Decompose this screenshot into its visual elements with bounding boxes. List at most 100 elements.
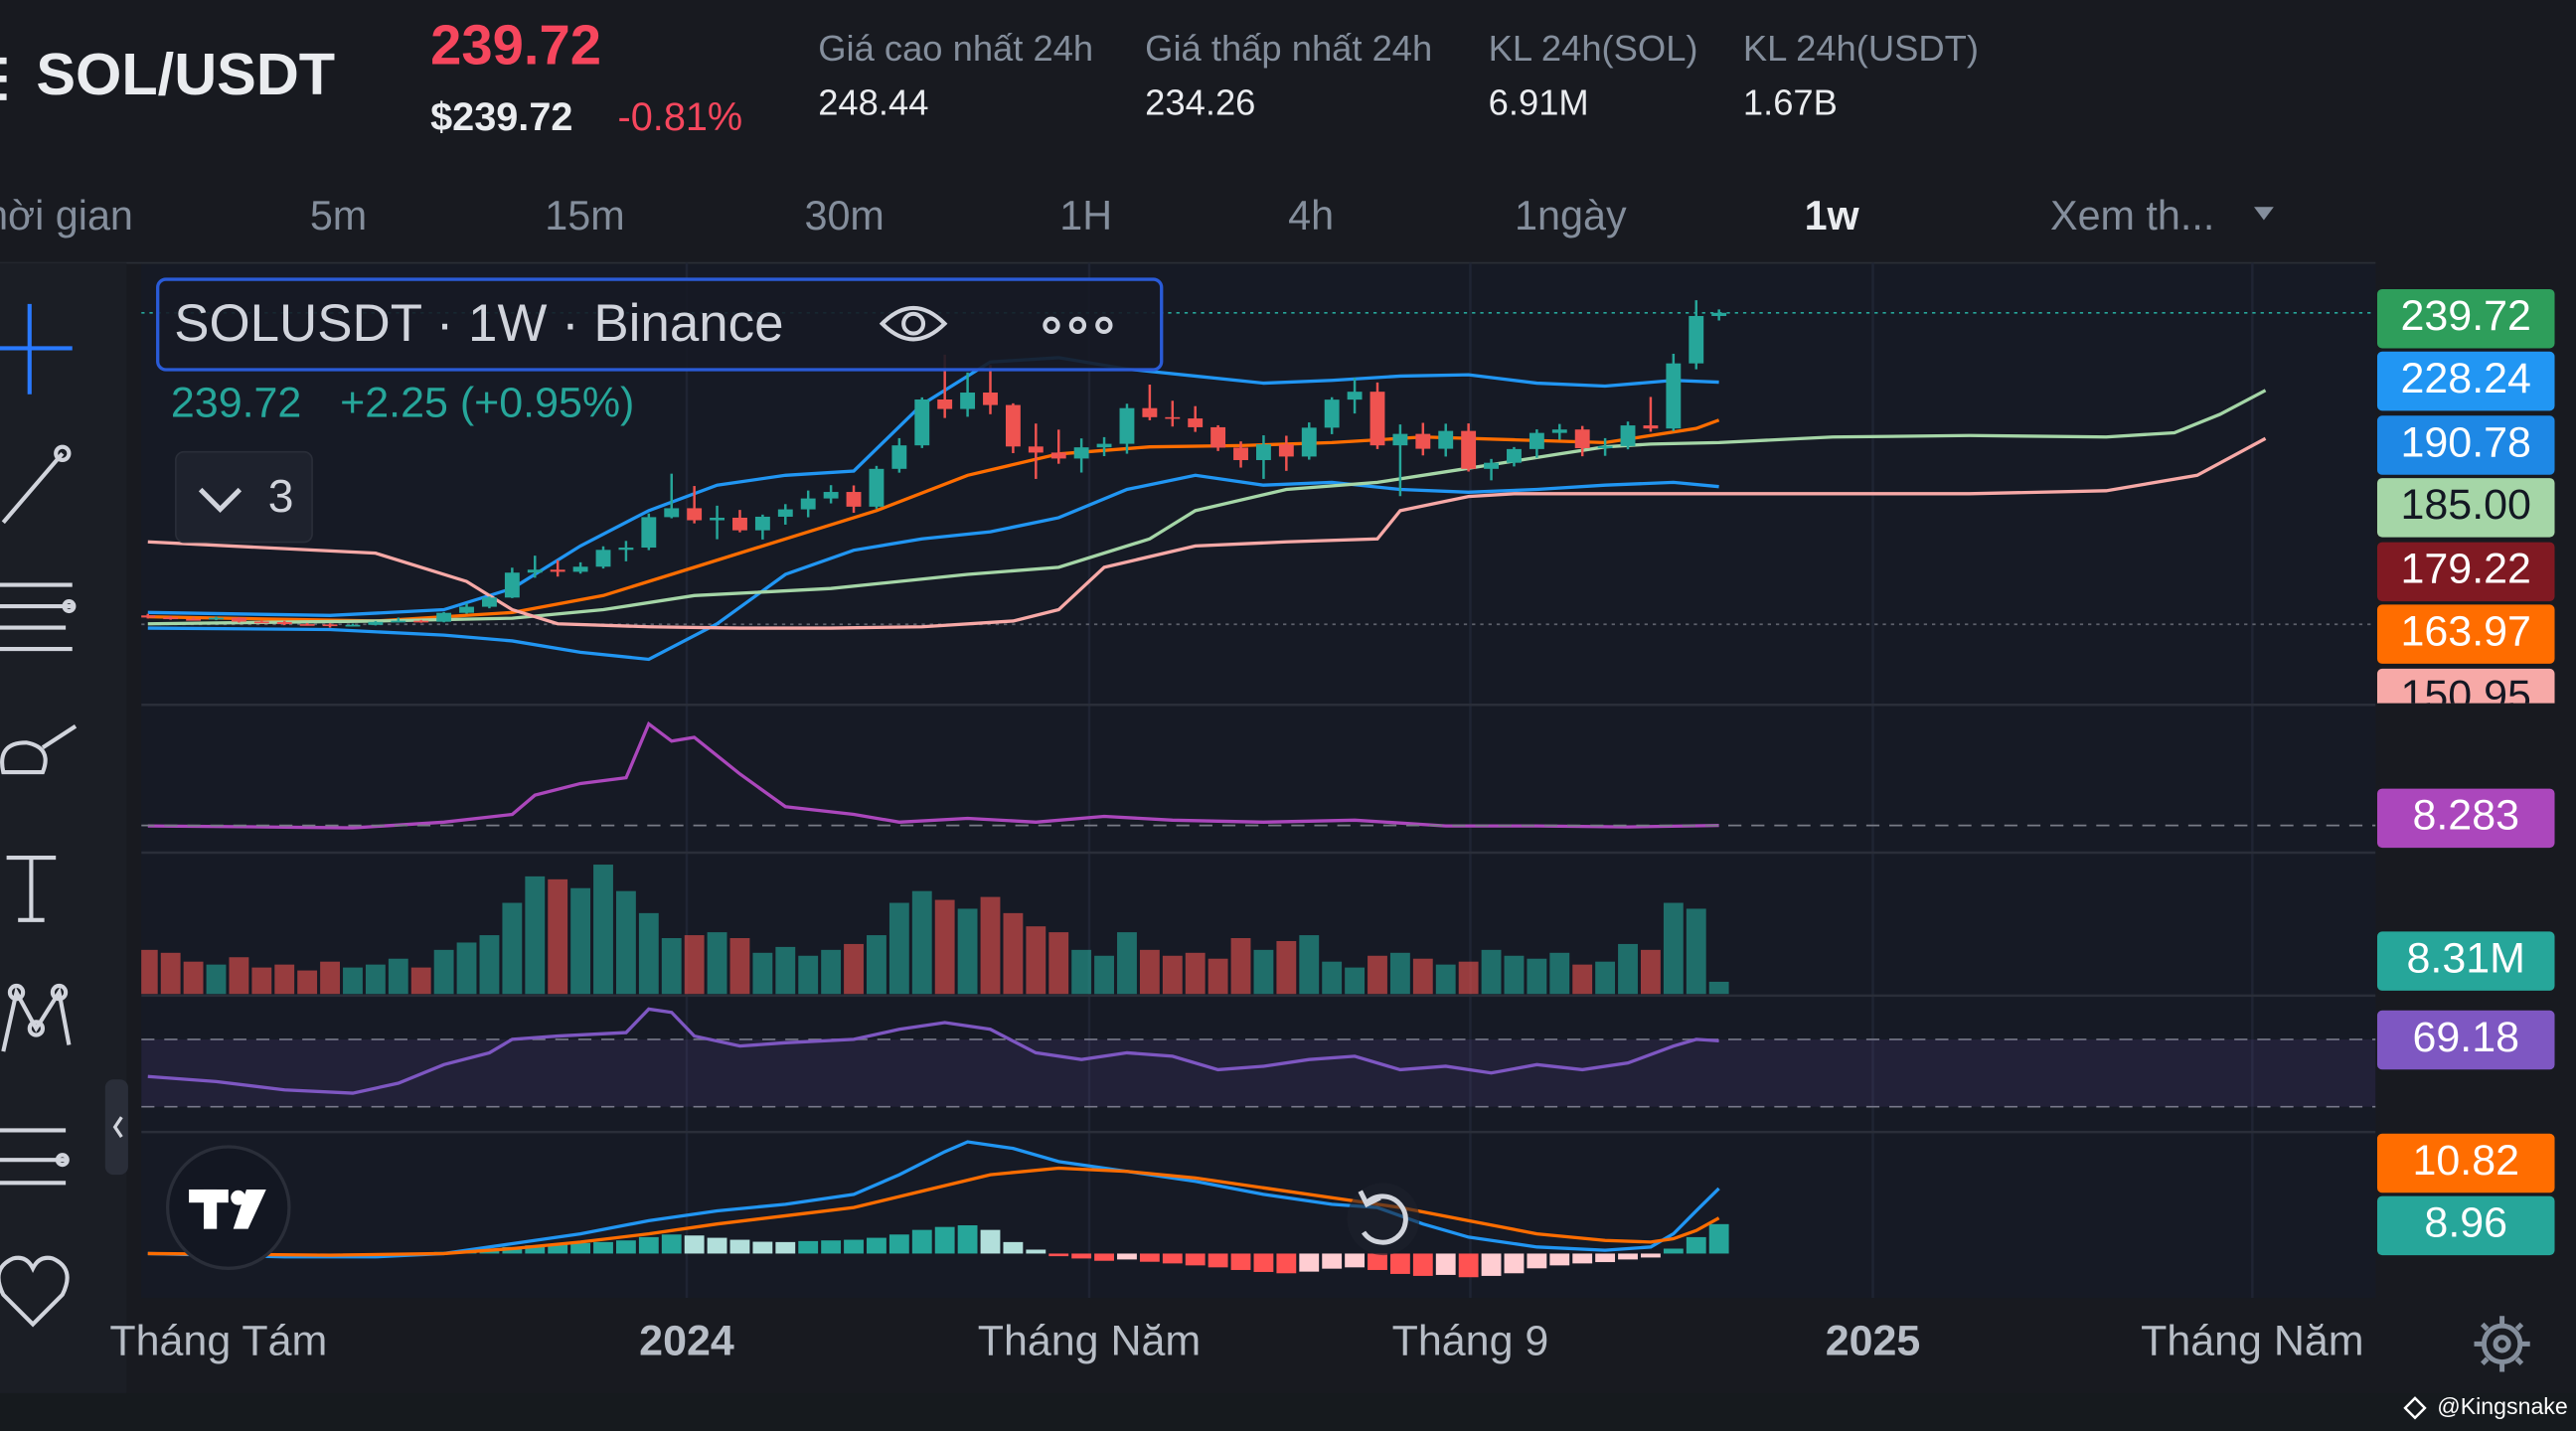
volume-bar [707, 932, 727, 995]
settings-icon[interactable] [2474, 1316, 2530, 1372]
trendline-tool[interactable] [1, 444, 72, 525]
axis-label: 10.82 [2412, 1137, 2519, 1185]
collapse-button[interactable] [175, 450, 313, 544]
text-tool[interactable] [6, 855, 57, 922]
axis-label: 239.72 [2401, 292, 2531, 340]
dropdown-arrow[interactable] [2254, 207, 2274, 221]
candle-body [664, 508, 680, 518]
eye-icon[interactable] [879, 306, 948, 342]
interval-tab[interactable]: Xem th... [2050, 193, 2214, 238]
candle-body [800, 498, 816, 510]
macd-histogram-bar [1549, 1253, 1570, 1266]
axis-label-box [2376, 288, 2555, 349]
axis-label-box [2376, 668, 2555, 704]
axis-label-box [2376, 1195, 2555, 1256]
candle-body [823, 492, 839, 499]
macd-histogram-bar [1708, 1223, 1729, 1254]
volume-bar [775, 946, 796, 995]
candle-body [1484, 462, 1499, 469]
volume-bar [1208, 958, 1228, 995]
axis-label: 185.00 [2401, 481, 2531, 529]
stat-label: KL 24h(USDT) [1743, 28, 1979, 69]
candle-body [1165, 416, 1181, 419]
volume-bar [911, 890, 932, 995]
tv-logo[interactable] [165, 1145, 291, 1270]
interval-tab[interactable]: 1w [1805, 193, 1860, 238]
macd-histogram-bar [1185, 1253, 1206, 1266]
pair[interactable]: SOL/USDT [36, 41, 335, 107]
handle-arrow [112, 1116, 123, 1138]
candle-body [1050, 452, 1066, 459]
volume-bar [502, 902, 523, 995]
candle-body [504, 572, 520, 598]
pattern-tool[interactable] [1, 983, 72, 1052]
axis-label-box [2376, 604, 2555, 664]
candle-body [1643, 425, 1659, 429]
interval-tab[interactable]: 5m [310, 193, 367, 238]
candle-body [687, 508, 703, 521]
volume-bar [615, 890, 636, 995]
lines-tool[interactable] [0, 582, 77, 652]
macd-histogram-bar [1003, 1241, 1024, 1254]
candle-body [1551, 429, 1567, 433]
legend-box[interactable] [156, 277, 1164, 372]
volume-bar [1618, 943, 1638, 995]
interval-tab[interactable]: Thời gian [0, 193, 133, 238]
chevron [198, 487, 242, 514]
menu-icon[interactable] [0, 57, 7, 100]
interval-tab[interactable]: 1H [1059, 193, 1112, 238]
volume-bar [456, 942, 477, 995]
candle-body [1073, 447, 1089, 459]
macd-histogram-bar [525, 1245, 546, 1254]
macd-histogram-bar [1595, 1253, 1616, 1263]
candle-body [1438, 430, 1454, 449]
price-labels: 239.72 228.24 190.78 185.00 179.22 163.97 150.… [2376, 288, 2555, 704]
volume-bar [251, 967, 272, 995]
legend-change: +2.25 (+0.95%) [340, 380, 634, 427]
volume-bar [661, 938, 682, 995]
candle-body [1507, 448, 1522, 463]
measure-tool[interactable] [0, 1128, 70, 1186]
macd-histogram-bar [1162, 1253, 1183, 1264]
volume-bar [365, 964, 386, 995]
reset-icon[interactable] [1347, 1183, 1420, 1256]
macd-histogram-bar [844, 1239, 864, 1254]
macd-histogram-bar [684, 1235, 705, 1254]
macd-histogram-bar [1412, 1253, 1433, 1276]
favorites-tool[interactable] [0, 1255, 70, 1328]
volume-bar [229, 957, 249, 995]
interval-tab[interactable]: 15m [545, 193, 624, 238]
volume-bar [729, 938, 750, 995]
axis-label: 179.22 [2401, 546, 2531, 593]
candle-body [1324, 399, 1340, 428]
macd-histogram-bar [1572, 1253, 1593, 1264]
interval-tab[interactable]: 4h [1288, 193, 1334, 238]
axis-label-box [2376, 788, 2555, 849]
candle-body [322, 624, 338, 627]
axis-label-box [2376, 478, 2555, 538]
candle-body [641, 517, 657, 549]
crosshair-tool[interactable] [0, 303, 73, 395]
macd-histogram-bar [934, 1226, 955, 1254]
candle-body [368, 621, 384, 625]
x-tick-label: 2024 [639, 1318, 734, 1365]
macd-histogram-bar [775, 1241, 796, 1254]
volume-bar [1708, 981, 1729, 995]
volume-bar [1389, 952, 1410, 995]
macd-histogram-bar [752, 1241, 773, 1254]
volume-bar [1412, 958, 1433, 995]
interval-tab[interactable]: 1ngày [1515, 193, 1627, 238]
volume-bar [206, 964, 227, 995]
candle-body [550, 569, 565, 572]
interval-tab[interactable]: 30m [804, 193, 884, 238]
x-tick-label: Tháng Tám [109, 1318, 327, 1365]
more-icon[interactable] [1043, 316, 1113, 335]
volume-bar [1572, 964, 1593, 995]
volume-bar [1368, 955, 1387, 995]
candle-body [1711, 312, 1727, 316]
candle-body [1233, 447, 1248, 460]
brush-tool[interactable] [0, 724, 78, 775]
indicator-line [147, 473, 1719, 662]
plot [141, 262, 2376, 1299]
candle-body [960, 393, 976, 409]
